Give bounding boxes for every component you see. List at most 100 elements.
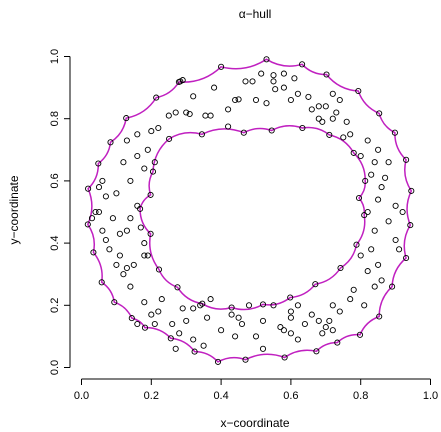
data-point <box>368 246 375 253</box>
data-point <box>200 342 207 349</box>
y-axis-label: y−coordinate <box>7 175 21 244</box>
data-point <box>382 174 389 181</box>
data-point <box>84 221 91 228</box>
data-point <box>336 308 343 315</box>
y-tick-label: 0.8 <box>49 111 61 126</box>
data-point <box>280 70 287 77</box>
data-point <box>191 348 198 355</box>
x-tick-label: 1.0 <box>423 390 438 402</box>
data-point <box>392 236 399 244</box>
data-point <box>396 246 403 253</box>
data-point <box>319 118 326 125</box>
data-point <box>287 314 294 321</box>
inner-hull-curve <box>139 125 367 311</box>
data-point <box>240 129 247 136</box>
data-point <box>155 308 162 315</box>
data-point <box>403 156 410 163</box>
x-tick-label: 0.8 <box>353 390 368 402</box>
data-point <box>294 302 301 309</box>
data-point <box>88 215 96 222</box>
data-point <box>123 115 130 122</box>
data-point <box>353 241 360 248</box>
data-point <box>179 77 186 84</box>
data-point <box>333 109 340 116</box>
data-point <box>127 177 134 184</box>
data-point <box>95 208 103 216</box>
data-point <box>277 324 284 331</box>
data-point <box>326 131 333 138</box>
data-point <box>137 224 144 231</box>
y-tick-label: 0.6 <box>49 173 61 188</box>
data-point <box>385 218 392 225</box>
y-tick-label: 0.0 <box>49 360 61 375</box>
data-point <box>287 330 294 337</box>
data-point <box>263 56 270 63</box>
data-point <box>166 135 173 142</box>
data-point <box>294 336 301 343</box>
data-point <box>322 103 329 110</box>
data-point <box>106 246 113 253</box>
data-point <box>326 317 333 324</box>
data-point <box>228 304 235 311</box>
data-point <box>385 159 392 166</box>
data-point <box>107 139 114 146</box>
data-point <box>329 115 336 122</box>
data-point <box>85 185 92 192</box>
data-point <box>174 284 181 291</box>
data-point <box>364 137 371 144</box>
data-point <box>287 294 294 301</box>
data-point <box>113 190 120 197</box>
data-point <box>347 296 354 303</box>
data-point <box>123 227 130 234</box>
data-point <box>392 202 399 209</box>
data-point <box>315 103 322 110</box>
data-point <box>355 194 363 202</box>
data-point <box>355 87 362 95</box>
data-point <box>111 299 118 306</box>
data-point <box>336 96 343 104</box>
data-point <box>197 302 204 309</box>
data-point <box>356 331 364 338</box>
data-point <box>202 112 209 119</box>
data-point <box>167 335 174 342</box>
data-point <box>155 266 163 273</box>
data-point <box>389 283 396 290</box>
data-point <box>218 63 225 70</box>
data-point <box>176 330 183 337</box>
data-point <box>259 317 267 324</box>
data-point <box>102 236 109 244</box>
data-point <box>165 112 172 119</box>
data-point <box>249 78 256 85</box>
data-point <box>141 240 148 247</box>
data-point <box>235 96 242 103</box>
data-point <box>190 336 197 343</box>
data-point <box>357 252 364 259</box>
data-point <box>149 168 157 175</box>
data-point <box>179 305 186 312</box>
data-point <box>204 314 211 321</box>
data-point <box>183 109 190 116</box>
data-point <box>371 283 378 290</box>
data-point <box>252 96 260 104</box>
data-point <box>270 302 277 309</box>
data-point <box>357 152 364 160</box>
data-point <box>313 348 320 355</box>
x-axis: 0.0 0.2 0.4 0.6 0.8 1.0 <box>74 378 438 402</box>
data-point <box>350 286 357 293</box>
y-tick-label: 0.2 <box>49 298 61 313</box>
data-point <box>225 123 232 130</box>
data-point <box>315 317 322 324</box>
data-point <box>155 124 162 132</box>
data-point <box>102 193 109 200</box>
data-point <box>375 146 382 153</box>
y-axis: 0.0 0.2 0.4 0.6 0.8 1.0 <box>49 49 71 375</box>
chart-title: α−hull <box>239 7 272 21</box>
data-point <box>258 70 265 77</box>
data-point <box>312 281 319 288</box>
data-point <box>391 129 398 136</box>
data-point <box>350 149 357 156</box>
data-point <box>116 230 123 237</box>
data-point <box>198 131 205 138</box>
x-tick-label: 0.4 <box>213 390 228 402</box>
